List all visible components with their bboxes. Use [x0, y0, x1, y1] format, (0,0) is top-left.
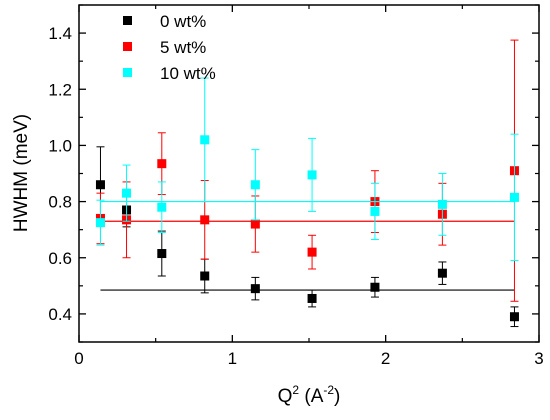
series-2 [95, 77, 519, 262]
x-tick-label: 2 [381, 349, 390, 368]
data-point [307, 293, 317, 303]
legend-marker [123, 68, 132, 77]
x-axis-title-end: ) [334, 386, 340, 407]
y-tick-label: 0.8 [48, 193, 72, 212]
x-axis-title-sup2: -2 [323, 383, 334, 397]
data-point [95, 218, 105, 228]
y-tick-label: 1.0 [48, 136, 72, 155]
data-layer [95, 39, 519, 328]
legend: 0 wt% 5 wt% 10 wt% [123, 12, 216, 83]
legend-label: 0 wt% [160, 12, 206, 31]
y-axis-title: HWHM (meV) [11, 114, 32, 232]
data-point [437, 199, 447, 209]
x-tick-label: 1 [228, 349, 237, 368]
data-point [307, 170, 317, 180]
x-axis-title-mid: (A [299, 386, 324, 407]
legend-label: 5 wt% [160, 38, 206, 57]
legend-marker [123, 42, 132, 51]
data-point [95, 180, 105, 190]
data-point [307, 247, 317, 257]
data-point [157, 202, 167, 212]
y-tick-label: 1.2 [48, 80, 72, 99]
data-point [250, 219, 260, 229]
data-point [122, 188, 132, 198]
data-point [250, 180, 260, 190]
data-point [437, 268, 447, 278]
series-0 [95, 146, 519, 328]
y-tick-label: 1.4 [48, 24, 72, 43]
data-point [509, 192, 519, 202]
data-point [509, 312, 519, 322]
data-point [370, 206, 380, 216]
legend-label: 10 wt% [160, 64, 216, 83]
x-axis-title: Q2 (A-2) [278, 383, 341, 407]
data-point [157, 159, 167, 169]
x-axis-title-sup1: 2 [292, 383, 299, 397]
legend-marker [123, 16, 132, 25]
x-tick-label: 3 [534, 349, 543, 368]
data-point [250, 284, 260, 294]
data-point [370, 282, 380, 292]
axes-layer: 0 1 2 3 0.4 0.6 0.8 1.0 1.2 1.4 [48, 4, 544, 368]
data-point [157, 249, 167, 259]
y-tick-label: 0.6 [48, 249, 72, 268]
data-point [200, 215, 210, 225]
data-point [200, 271, 210, 281]
x-tick-label: 0 [74, 349, 83, 368]
x-axis-title-base: Q [278, 386, 293, 407]
data-point [200, 135, 210, 145]
y-tick-label: 0.4 [48, 305, 72, 324]
